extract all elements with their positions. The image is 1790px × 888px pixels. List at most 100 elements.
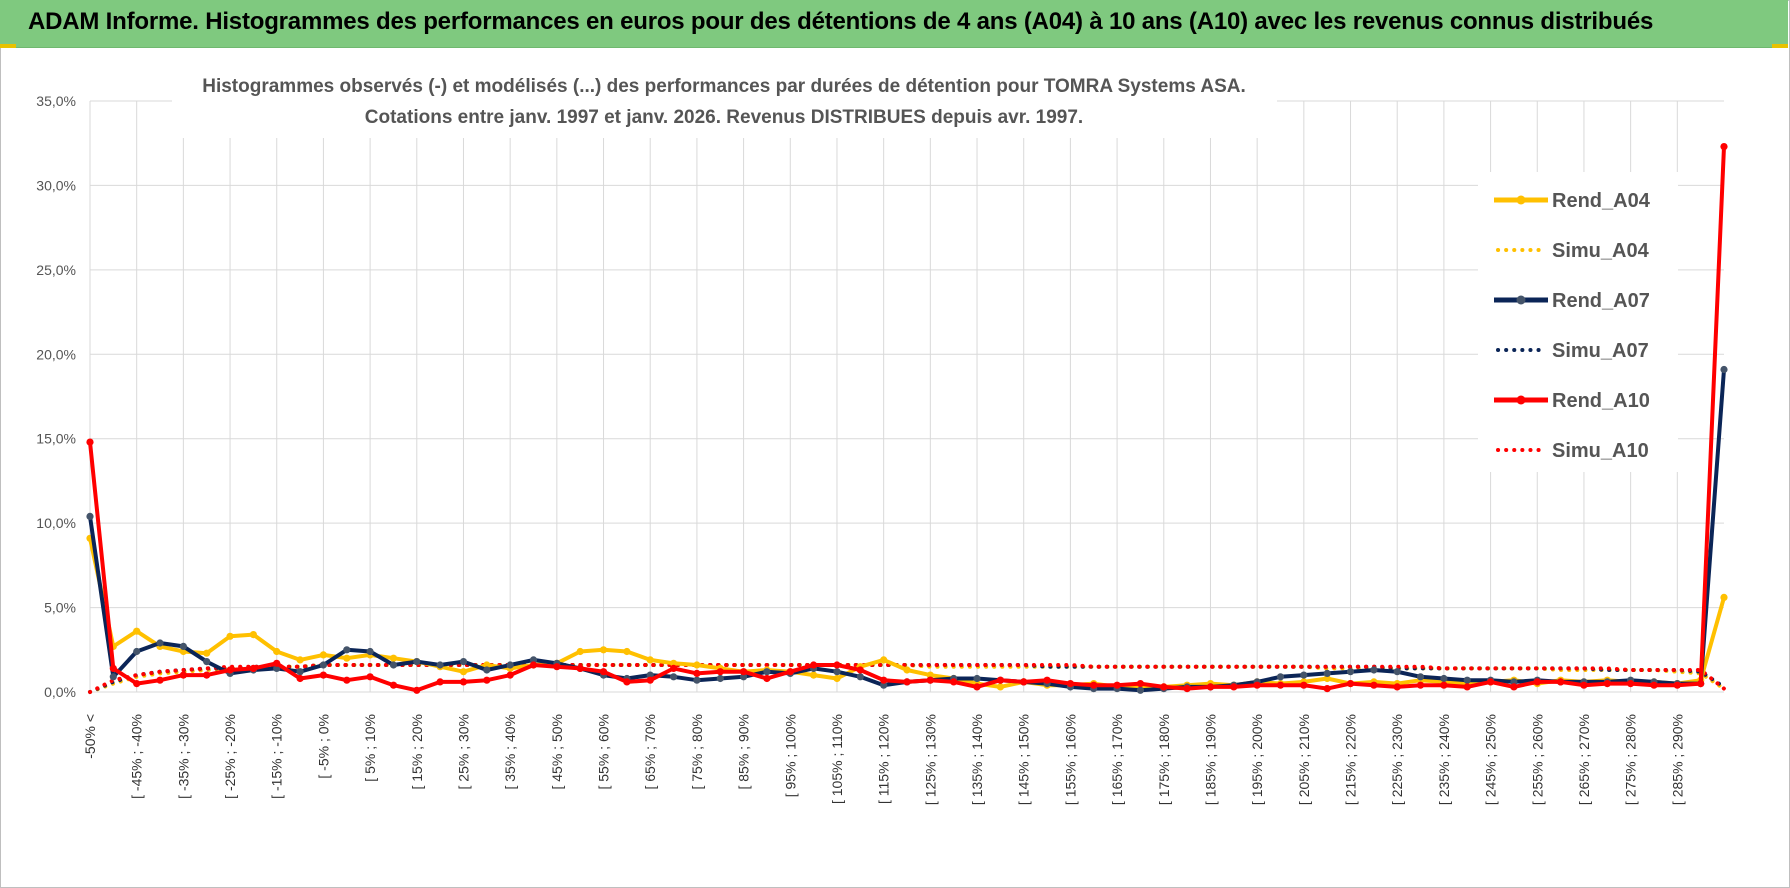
x-tick-label: [ 275% ; 280%	[1623, 714, 1639, 805]
data-point-rend_a10	[249, 664, 257, 673]
x-tick-label: [ 255% ; 260%	[1529, 714, 1545, 805]
x-tick-label: [ 225% ; 230%	[1389, 714, 1405, 805]
x-tick-label: [ 175% ; 180%	[1156, 714, 1172, 805]
data-point-rend_a07	[1720, 365, 1728, 374]
data-point-rend_a10	[1043, 676, 1051, 684]
legend-marker-rend_a07	[1516, 295, 1526, 305]
x-tick-label: [ 95% ; 100%	[782, 714, 798, 797]
chart-title-line-1: Histogrammes observés (-) et modélisés (…	[202, 76, 1246, 97]
data-point-rend_a04	[459, 668, 468, 676]
data-point-rend_a10	[389, 681, 398, 689]
data-point-rend_a04	[296, 656, 304, 664]
data-point-rend_a10	[483, 676, 491, 684]
y-tick-label: 15,0%	[36, 431, 76, 447]
data-point-rend_a07	[459, 658, 468, 666]
data-point-rend_a10	[1020, 678, 1028, 686]
x-tick-label: [ -25% ; -20%	[222, 714, 238, 799]
data-point-rend_a04	[693, 661, 701, 669]
x-tick-label: [ 285% ; 290%	[1669, 714, 1685, 805]
x-tick-label: [ -35% ; -30%	[175, 714, 191, 799]
x-tick-label: [ 55% ; 60%	[596, 714, 612, 790]
data-point-rend_a07	[1136, 686, 1144, 694]
data-point-rend_a10	[786, 668, 794, 676]
data-point-rend_a04	[226, 632, 234, 640]
legend-label-simu_a04: Simu_A04	[1552, 240, 1650, 262]
legend-label-simu_a07: Simu_A07	[1552, 340, 1649, 362]
x-tick-label: [ 245% ; 250%	[1483, 714, 1499, 805]
data-point-rend_a10	[1533, 678, 1541, 686]
y-tick-label: 5,0%	[44, 600, 76, 616]
data-point-rend_a10	[1206, 683, 1215, 691]
data-point-rend_a10	[1440, 681, 1448, 689]
legend-label-rend_a04: Rend_A04	[1552, 190, 1651, 212]
banner-corner-right	[1772, 44, 1788, 48]
data-point-rend_a07	[1463, 676, 1471, 684]
vertical-gridlines	[89, 101, 1678, 692]
x-tick-label: [ 195% ; 200%	[1249, 714, 1265, 805]
data-point-rend_a07	[716, 674, 724, 683]
data-point-rend_a07	[973, 674, 981, 683]
data-point-rend_a10	[319, 671, 327, 679]
x-tick-label: [ 115% ; 120%	[876, 714, 892, 804]
data-point-rend_a04	[903, 666, 911, 674]
data-point-rend_a10	[296, 674, 304, 683]
data-point-rend_a04	[599, 646, 608, 654]
data-point-rend_a07	[1276, 673, 1285, 681]
data-point-rend_a10	[1627, 680, 1635, 688]
data-point-rend_a07	[109, 673, 117, 681]
data-point-rend_a07	[1346, 668, 1355, 676]
data-point-rend_a07	[343, 646, 351, 654]
data-point-rend_a10	[810, 661, 818, 669]
chart-title-box: Histogrammes observés (-) et modélisés (…	[172, 66, 1277, 138]
data-point-rend_a10	[109, 664, 117, 673]
data-point-rend_a07	[296, 668, 304, 676]
x-tick-label: [ 265% ; 270%	[1576, 714, 1592, 805]
data-point-rend_a04	[319, 651, 327, 659]
data-point-rend_a10	[179, 671, 187, 679]
data-point-rend_a10	[1090, 681, 1098, 689]
data-point-rend_a07	[366, 647, 374, 656]
data-point-rend_a10	[273, 659, 281, 667]
data-point-rend_a10	[506, 671, 514, 679]
data-point-rend_a07	[156, 639, 164, 647]
data-point-rend_a10	[1346, 680, 1355, 688]
data-point-rend_a04	[576, 647, 584, 656]
data-point-rend_a07	[880, 681, 888, 689]
y-tick-label: 25,0%	[36, 262, 76, 278]
data-point-rend_a04	[833, 674, 841, 683]
data-point-rend_a07	[670, 673, 678, 681]
x-tick-label: [ 215% ; 220%	[1343, 714, 1359, 805]
data-point-rend_a07	[179, 642, 187, 651]
chart-title-line-2: Cotations entre janv. 1997 et janv. 2026…	[365, 107, 1083, 128]
chart-title-background	[172, 66, 1277, 138]
data-point-rend_a10	[1510, 683, 1518, 691]
data-point-rend_a10	[1136, 680, 1144, 688]
data-point-rend_a10	[1276, 681, 1285, 689]
data-point-rend_a10	[763, 674, 771, 683]
data-point-rend_a10	[86, 438, 94, 446]
data-point-rend_a10	[1113, 681, 1121, 689]
data-point-rend_a07	[1510, 678, 1518, 686]
report-banner: ADAM Informe. Histogrammes des performan…	[0, 0, 1788, 48]
data-point-rend_a10	[459, 678, 468, 686]
data-point-rend_a10	[1300, 681, 1308, 689]
data-point-rend_a04	[670, 659, 678, 667]
data-point-rend_a10	[1183, 685, 1191, 693]
x-tick-label: [ 125% ; 130%	[922, 714, 938, 805]
data-point-rend_a10	[973, 683, 981, 691]
data-point-rend_a10	[1720, 143, 1728, 151]
data-point-rend_a10	[1230, 683, 1238, 691]
data-point-rend_a07	[1416, 673, 1425, 681]
x-tick-label: [ 205% ; 210%	[1296, 714, 1312, 805]
data-point-rend_a10	[1370, 681, 1378, 689]
x-tick-label: [ -5% ; 0%	[315, 714, 331, 779]
x-tick-label: [ 85% ; 90%	[736, 714, 752, 790]
banner-corner-left	[0, 44, 16, 48]
data-point-rend_a10	[740, 668, 748, 676]
data-point-rend_a04	[1720, 593, 1728, 602]
data-point-rend_a07	[413, 658, 421, 666]
data-point-rend_a10	[646, 676, 654, 684]
data-point-rend_a10	[576, 664, 584, 673]
y-axis-ticks: 0,0% 5,0% 10,0% 15,0% 20,0% 25,0% 30,0% 35,0%	[36, 93, 76, 700]
data-point-rend_a04	[249, 631, 257, 639]
